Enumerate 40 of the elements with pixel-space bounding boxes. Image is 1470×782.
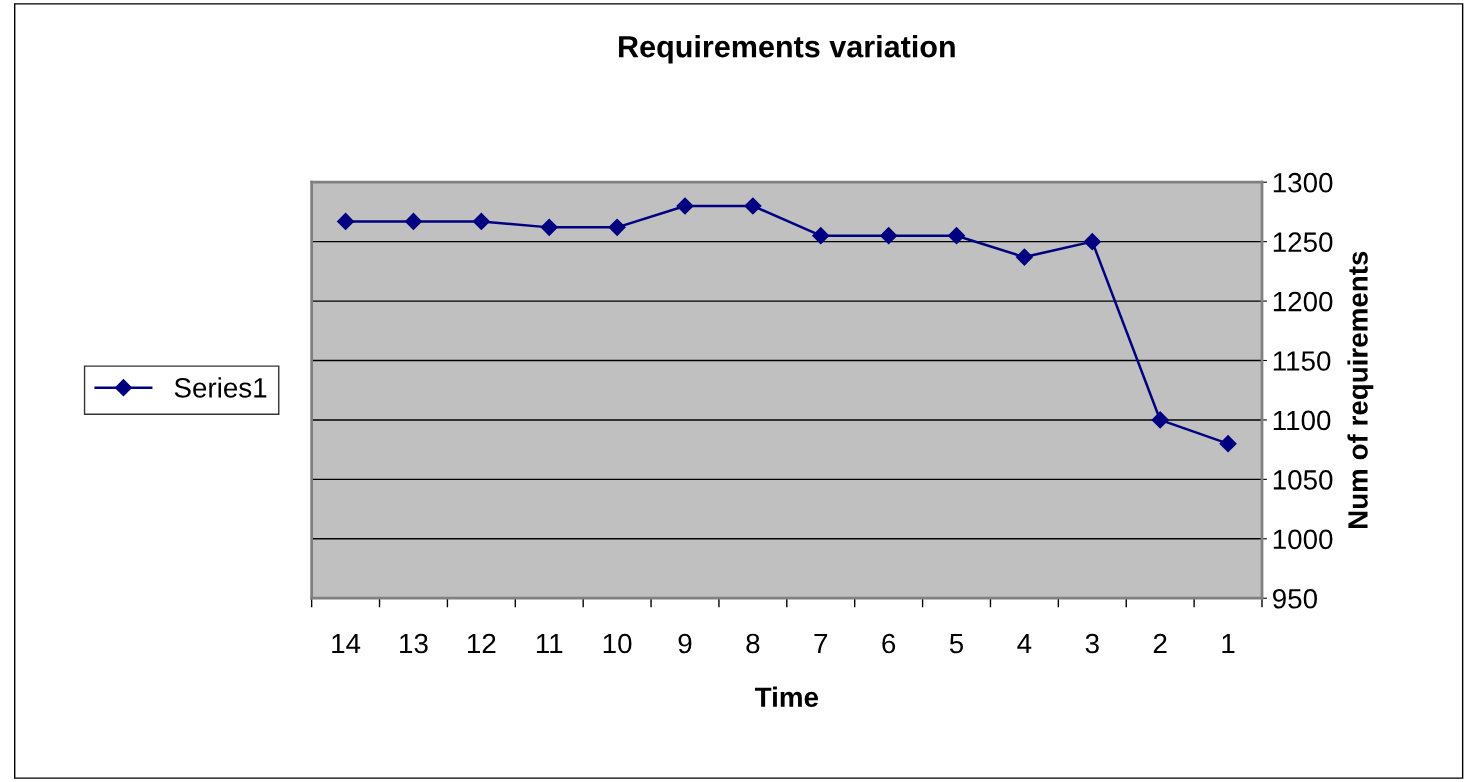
chart-title: Requirements variation xyxy=(619,35,955,64)
x-tick-label: 3 xyxy=(1085,633,1099,654)
y-tick-label: 1300 xyxy=(1273,172,1333,193)
y-tick-label: 1000 xyxy=(1273,529,1333,550)
x-tick-label: 7 xyxy=(814,633,828,654)
legend-label: Series1 xyxy=(174,377,267,398)
x-tick-label: 11 xyxy=(536,633,563,654)
point xyxy=(608,218,626,236)
y-tick-label: 1100 xyxy=(1273,410,1331,431)
x-tick-label: 2 xyxy=(1153,633,1167,654)
point xyxy=(1151,411,1169,429)
y-tick-label: 1250 xyxy=(1273,232,1333,252)
point xyxy=(947,227,966,245)
x-tick-label: 5 xyxy=(949,633,964,654)
point xyxy=(812,227,830,245)
y-tick-label: 1200 xyxy=(1273,291,1333,312)
x-tick-label: 9 xyxy=(678,633,692,654)
point xyxy=(540,218,558,236)
x-tick-label: 13 xyxy=(400,633,428,654)
x-tick-label: 10 xyxy=(603,633,632,654)
x-tick-label: 8 xyxy=(746,633,760,654)
x-tick-label: 14 xyxy=(332,633,361,654)
y-tick-label: 1050 xyxy=(1273,470,1333,490)
y-tick-label: 950 xyxy=(1273,588,1317,609)
x-axis-title: Time xyxy=(754,686,819,708)
point xyxy=(1219,435,1237,453)
x-tick-label: 12 xyxy=(468,633,496,654)
x-tick-label: 6 xyxy=(882,633,896,654)
point xyxy=(472,212,490,230)
point xyxy=(676,197,694,215)
point xyxy=(1083,233,1101,251)
y-axis-title: Num of requirements xyxy=(1347,251,1374,529)
point xyxy=(337,212,355,230)
point xyxy=(880,227,898,245)
x-tick-label: 4 xyxy=(1017,633,1032,654)
x-tick-label: 1 xyxy=(1222,633,1235,654)
y-tick-label: 1150 xyxy=(1273,351,1331,371)
point xyxy=(744,197,762,215)
point xyxy=(1015,248,1033,266)
point xyxy=(404,212,423,230)
